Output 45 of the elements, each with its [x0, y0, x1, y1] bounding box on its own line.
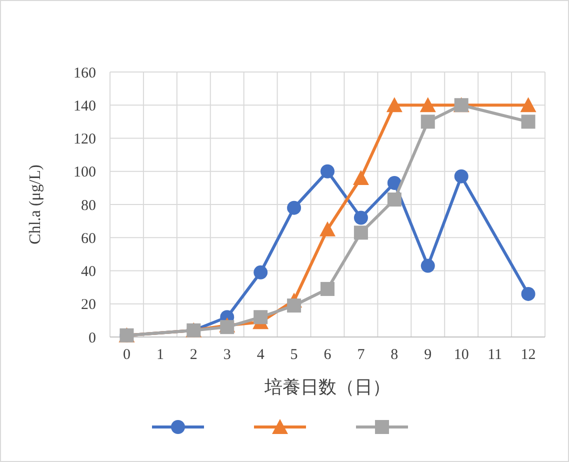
x-tick-label: 12 — [520, 347, 536, 363]
point — [354, 226, 368, 240]
point — [220, 320, 234, 334]
point — [420, 114, 435, 129]
point — [287, 298, 302, 313]
y-tick-label: 80 — [81, 198, 96, 214]
point — [254, 265, 268, 280]
point — [354, 210, 368, 225]
x-tick-label: 9 — [424, 347, 432, 363]
y-tick-label: 120 — [74, 132, 96, 148]
point — [254, 310, 268, 324]
x-tick-label: 5 — [290, 347, 298, 363]
y-tick-label: 60 — [81, 230, 96, 247]
point — [320, 164, 334, 178]
point — [521, 114, 536, 129]
point — [320, 221, 336, 236]
y-tick-label: 20 — [81, 297, 96, 314]
x-tick-label: 1 — [156, 347, 164, 363]
y-tick-label: 100 — [74, 164, 96, 181]
point — [520, 97, 536, 112]
point — [521, 286, 536, 301]
point — [386, 97, 402, 112]
x-tick-label: 0 — [122, 347, 130, 363]
y-tick-label: 0 — [88, 330, 96, 346]
point — [420, 258, 435, 273]
y-axis-title: Chl.a (μg/L) — [27, 164, 44, 244]
x-tick-label: 6 — [324, 347, 332, 363]
x-tick-label: 8 — [390, 347, 398, 363]
x-tick-label: 2 — [190, 347, 198, 363]
y-tick-label: 140 — [74, 98, 96, 114]
point — [454, 169, 468, 184]
x-tick-label: 10 — [454, 347, 469, 363]
x-tick-label: 11 — [488, 347, 502, 363]
y-tick-label: 40 — [81, 264, 96, 280]
point — [420, 97, 436, 112]
point — [352, 170, 369, 185]
y-tick-label: 160 — [74, 65, 96, 82]
point — [387, 192, 402, 207]
x-tick-label: 3 — [223, 347, 231, 363]
x-axis-title: 培養日数（日） — [264, 377, 390, 398]
point — [320, 282, 334, 296]
x-tick-label: 4 — [256, 347, 265, 363]
point — [387, 176, 402, 190]
x-tick-label: 7 — [357, 347, 366, 363]
point — [287, 200, 302, 215]
